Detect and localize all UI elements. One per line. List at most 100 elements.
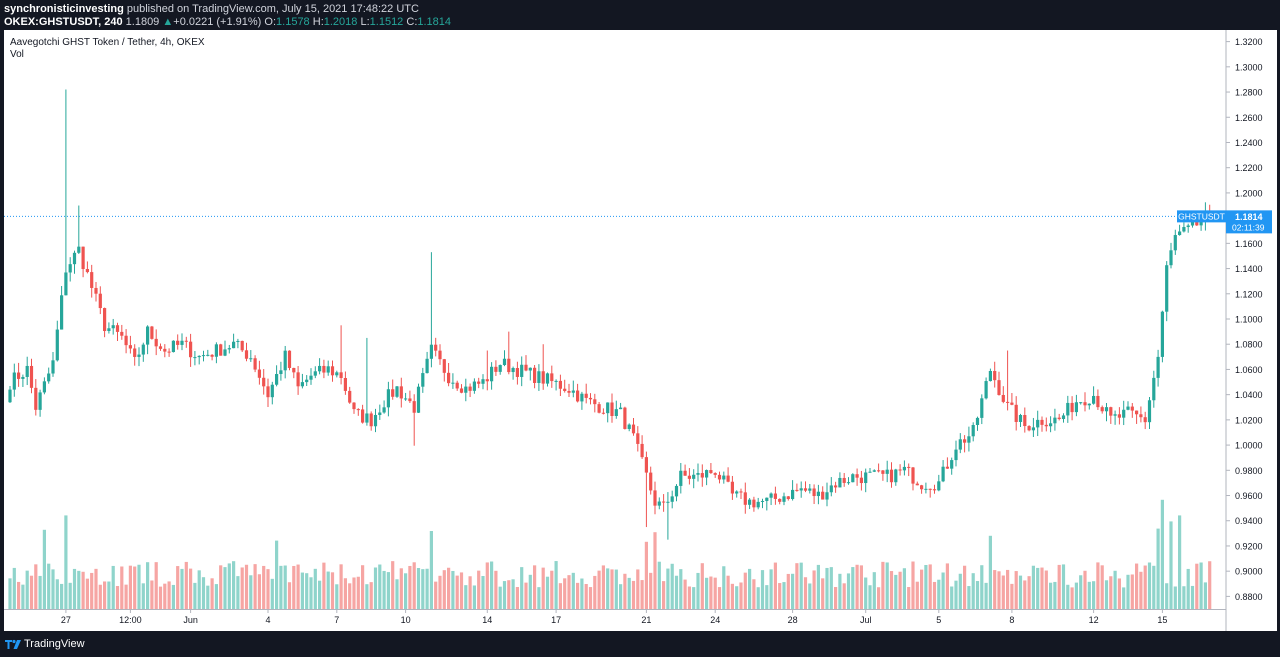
volume-bar — [214, 584, 218, 609]
chart-panel[interactable]: 1.3200 1.3000 1.2800 1.2600 1.2400 1.2200 1.20… — [4, 30, 1277, 631]
volume-bar — [928, 564, 932, 609]
x-tick-label: 21 — [641, 615, 651, 625]
candle-body — [103, 308, 107, 332]
volume-bar — [352, 577, 356, 609]
price-chart[interactable]: 1.3200 1.3000 1.2800 1.2600 1.2400 1.2200 1.20… — [4, 30, 1277, 631]
symbol-tag-label: GHSTUSDT — [1178, 211, 1225, 221]
candle-body — [451, 382, 455, 384]
candle-body — [696, 473, 700, 475]
y-tick-label: 1.3000 — [1235, 62, 1263, 72]
candle-body — [64, 272, 68, 296]
volume-bar — [1027, 576, 1031, 609]
volume-bar — [674, 575, 679, 609]
candle-body — [821, 491, 825, 500]
volume-bar — [232, 561, 236, 609]
volume-bar — [459, 572, 464, 609]
volume-bar — [700, 563, 704, 609]
candle-body — [619, 407, 623, 410]
candle-body — [232, 341, 236, 349]
volume-bar — [894, 574, 898, 609]
x-tick-label: 10 — [401, 615, 411, 625]
x-tick-label: Jun — [183, 615, 198, 625]
volume-bar — [133, 566, 137, 609]
candle-body — [1010, 402, 1014, 405]
volume-bar — [911, 561, 915, 609]
candle-body — [894, 469, 898, 483]
candle-body — [154, 338, 158, 347]
publish-header: synchronisticinvesting published on Trad… — [0, 0, 1280, 30]
candle-body — [249, 358, 253, 360]
volume-bar — [141, 583, 145, 609]
change-arrow-icon: ▲ — [162, 16, 174, 28]
tradingview-brand[interactable]: TradingView — [24, 638, 85, 650]
chart-title: Aavegotchi GHST Token / Tether, 4h, OKEX — [10, 37, 205, 48]
candle-body — [318, 365, 322, 372]
x-tick-label: 4 — [265, 615, 270, 625]
candle-body — [214, 344, 218, 357]
volume-bar — [769, 569, 773, 609]
candle-body — [416, 386, 421, 413]
x-tick-label: 15 — [1157, 615, 1167, 625]
candle-body — [1053, 417, 1057, 424]
candle-body — [907, 466, 911, 468]
volume-bar — [77, 570, 81, 609]
candle-body — [1036, 419, 1040, 428]
y-tick-label: 1.0600 — [1235, 365, 1263, 375]
candle-body — [8, 389, 12, 403]
price-tag-countdown: 02:11:39 — [1232, 222, 1265, 232]
volume-bar — [283, 565, 287, 609]
candle-body — [1126, 406, 1130, 410]
candle-body — [743, 492, 747, 505]
candle-body — [937, 481, 941, 491]
candle-body — [176, 340, 180, 345]
candle-body — [365, 413, 369, 423]
candle-body — [189, 341, 193, 358]
candle-body — [730, 481, 734, 494]
candle-body — [300, 382, 304, 387]
candle-body — [782, 496, 786, 502]
volume-bar — [38, 575, 42, 609]
y-tick-label: 1.1600 — [1235, 239, 1263, 249]
candle-body — [769, 493, 773, 498]
volume-bar — [984, 582, 988, 609]
candle-body — [326, 366, 330, 373]
candle-body — [778, 498, 782, 502]
y-tick-label: 1.2200 — [1235, 163, 1263, 173]
volume-bar — [249, 575, 253, 609]
volume-bar — [1160, 499, 1164, 609]
candle-body — [627, 424, 631, 429]
candle-body — [1040, 419, 1044, 425]
volume-bar — [421, 569, 425, 609]
candle-body — [1074, 402, 1078, 413]
volume-bar — [275, 540, 279, 609]
candle-body — [511, 368, 515, 373]
volume-bar — [993, 570, 997, 609]
candle-body — [1160, 311, 1164, 357]
candle-body — [1143, 417, 1147, 423]
volume-bar — [834, 587, 838, 609]
candle-body — [920, 485, 924, 490]
candle-body — [808, 488, 812, 491]
volume-bar — [318, 580, 322, 609]
candle-body — [1195, 220, 1199, 226]
candle-body — [945, 466, 949, 469]
volume-bar — [1104, 580, 1109, 609]
candle-body — [464, 386, 468, 393]
candle-body — [137, 354, 141, 357]
candle-body — [1109, 407, 1113, 416]
candle-body — [223, 349, 227, 356]
author-name[interactable]: synchronisticinvesting — [4, 3, 124, 15]
y-tick-label: 0.9800 — [1235, 466, 1263, 476]
volume-bar — [485, 562, 489, 609]
candle-body — [864, 472, 868, 484]
candle-body — [717, 474, 722, 480]
volume-bar — [799, 562, 803, 609]
candle-body — [791, 489, 795, 499]
volume-bar — [825, 567, 829, 609]
candle-body — [184, 340, 188, 342]
candle-body — [558, 380, 562, 389]
volume-bar — [12, 567, 16, 609]
candle-body — [1182, 227, 1186, 232]
tradingview-logo-icon[interactable] — [4, 638, 22, 650]
volume-bar — [851, 567, 855, 609]
